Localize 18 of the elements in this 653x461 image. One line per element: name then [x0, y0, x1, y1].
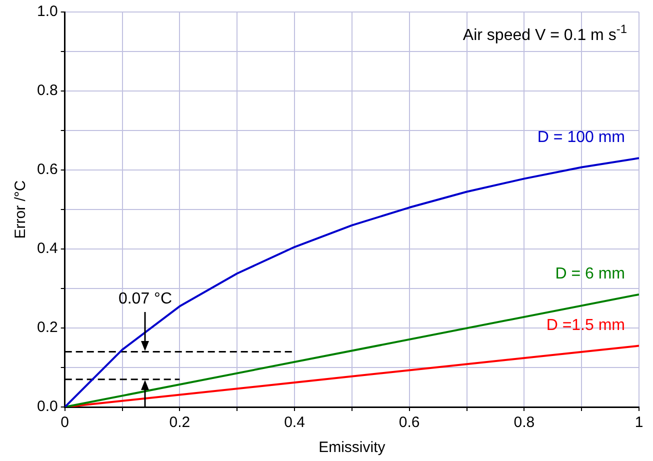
x-tick-label: 0: [60, 414, 70, 432]
x-axis-title: Emissivity: [318, 439, 386, 456]
x-tick-label: 0.4: [284, 414, 305, 432]
series-label: D = 6 mm: [555, 265, 625, 282]
y-tick-label: 1.0: [36, 3, 58, 20]
annotation: 0.07 °C: [118, 290, 172, 308]
y-tick-label: 0.4: [36, 240, 58, 258]
y-axis-title: Error /°C: [12, 180, 30, 239]
y-tick-label: 0.2: [36, 319, 58, 336]
series-label: D = 100 mm: [537, 129, 625, 146]
series-label: D =1.5 mm: [546, 316, 625, 334]
x-tick-label: 0.6: [398, 414, 420, 432]
y-tick-label: 0.0: [36, 398, 58, 416]
x-tick-label: 0.2: [169, 414, 190, 432]
y-tick-label: 0.6: [36, 161, 58, 178]
x-tick-label: 0.8: [514, 414, 535, 432]
x-tick-label: 1: [634, 414, 644, 432]
y-tick-label: 0.8: [36, 82, 58, 100]
